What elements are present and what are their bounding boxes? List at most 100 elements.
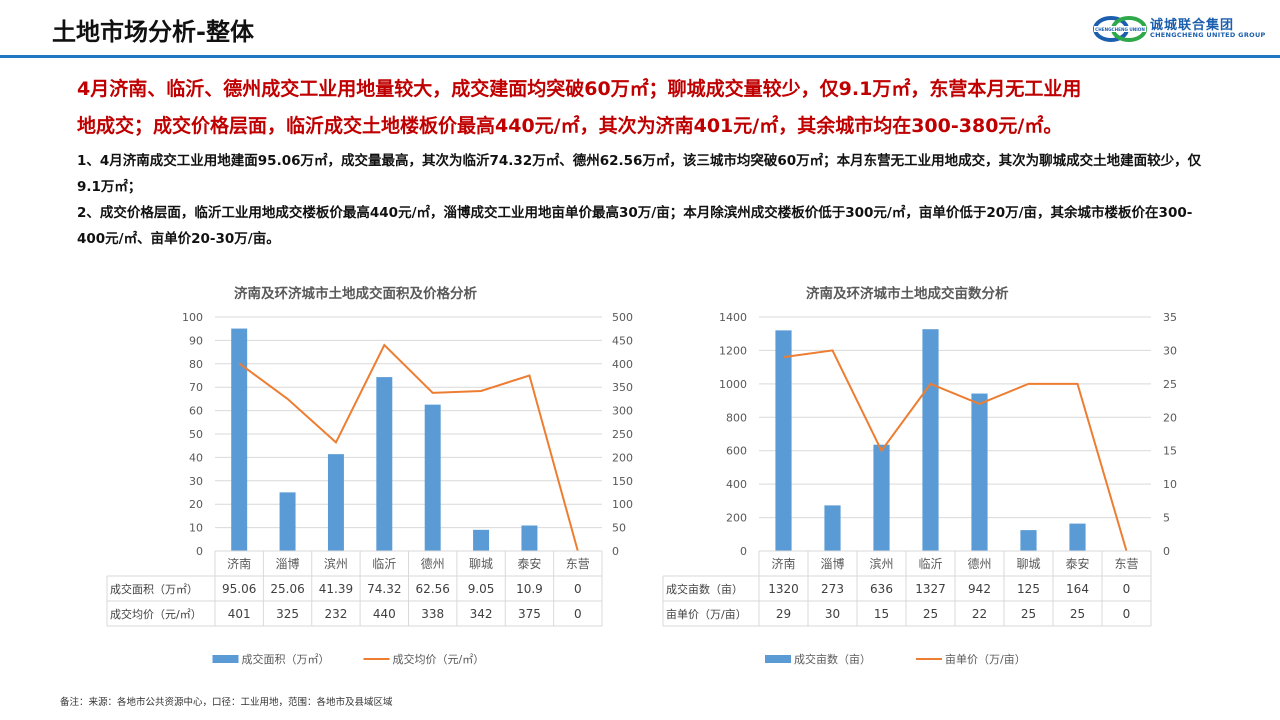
table-cell: 232 (324, 607, 347, 621)
y-right-tick: 35 (1163, 311, 1177, 324)
y-right-tick: 0 (1163, 545, 1170, 558)
chart-title-right: 济南及环济城市土地成交亩数分析 (806, 286, 1009, 302)
y-right-tick: 5 (1163, 512, 1170, 525)
table-cell: 440 (373, 607, 396, 621)
bar (376, 377, 393, 551)
y-left-tick: 20 (189, 498, 203, 511)
y-left-tick: 0 (196, 545, 203, 558)
legend-bar-swatch (212, 655, 239, 663)
chart-title-left: 济南及环济城市土地成交面积及价格分析 (234, 286, 477, 302)
bar (922, 329, 939, 551)
bar (473, 529, 490, 551)
y-left-tick: 1200 (719, 344, 747, 357)
y-left-tick: 200 (726, 512, 747, 525)
logo-text-cn: 诚城联合集团 (1150, 18, 1235, 33)
category-label: 济南 (771, 556, 795, 571)
company-logo: CHENGCHENG UNION 诚城联合集团 CHENGCHENG UNITE… (1092, 14, 1265, 44)
category-label: 滨州 (869, 556, 893, 571)
table-cell: 95.06 (222, 582, 256, 596)
y-left-tick: 90 (189, 334, 203, 347)
table-cell: 22 (972, 607, 987, 621)
y-right-tick: 15 (1163, 445, 1177, 458)
legend-bar-swatch (765, 655, 791, 663)
y-left-tick: 600 (726, 445, 747, 458)
y-right-tick: 25 (1163, 378, 1177, 391)
detail-paragraph-2: 2、成交价格层面，临沂工业用地成交楼板价最高440元/㎡，淄博成交工业用地亩单价… (77, 205, 1193, 247)
table-cell: 375 (518, 607, 541, 621)
bar (279, 492, 296, 551)
y-right-tick: 100 (612, 498, 633, 511)
headline-line-2: 地成交；成交价格层面，临沂成交土地楼板价最高440元/㎡，其次为济南401元/㎡… (77, 115, 1063, 137)
y-right-tick: 450 (612, 334, 633, 347)
y-right-tick: 200 (612, 451, 633, 464)
table-cell: 636 (870, 582, 893, 596)
line-series (783, 349, 1128, 552)
table-cell: 25 (1021, 607, 1036, 621)
y-left-tick: 80 (189, 358, 203, 371)
table-cell: 30 (825, 607, 840, 621)
category-label: 临沂 (372, 557, 396, 571)
category-label: 滨州 (324, 556, 348, 571)
bar (824, 505, 841, 551)
y-left-tick: 10 (189, 522, 203, 535)
table-cell: 62.56 (416, 582, 450, 596)
table-cell: 164 (1066, 582, 1089, 596)
y-right-tick: 250 (612, 428, 633, 441)
table-cell: 1327 (915, 582, 946, 596)
y-right-tick: 10 (1163, 478, 1177, 491)
y-right-tick: 150 (612, 475, 633, 488)
table-cell: 325 (276, 607, 299, 621)
y-left-tick: 0 (740, 545, 747, 558)
bar (424, 404, 441, 551)
table-cell: 273 (821, 582, 844, 596)
bar (231, 328, 248, 551)
y-left-tick: 800 (726, 411, 747, 424)
table-cell: 342 (470, 607, 493, 621)
y-right-tick: 50 (612, 522, 626, 535)
y-right-tick: 20 (1163, 411, 1177, 424)
row-label: 亩单价（万/亩） (666, 607, 747, 621)
y-left-tick: 100 (182, 311, 203, 324)
category-label: 泰安 (1065, 556, 1089, 571)
table-cell: 0 (574, 582, 582, 596)
table-cell: 25 (1070, 607, 1085, 621)
y-left-tick: 70 (189, 381, 203, 394)
category-label: 德州 (967, 556, 991, 571)
table-cell: 125 (1017, 582, 1040, 596)
y-left-tick: 400 (726, 478, 747, 491)
y-left-tick: 1000 (719, 378, 747, 391)
y-right-tick: 400 (612, 358, 633, 371)
y-right-tick: 300 (612, 405, 633, 418)
table-cell: 338 (421, 607, 444, 621)
headline: 4月济南、临沂、德州成交工业用地量较大，成交建面均突破60万㎡；聊城成交量较少，… (77, 71, 1217, 145)
legend-line-label: 亩单价（万/亩） (945, 652, 1026, 666)
y-left-tick: 60 (189, 405, 203, 418)
headline-line-1: 4月济南、临沂、德州成交工业用地量较大，成交建面均突破60万㎡；聊城成交量较少，… (77, 78, 1082, 100)
row-label: 成交均价（元/㎡） (110, 607, 202, 621)
category-label: 淄博 (820, 556, 844, 571)
table-cell: 29 (776, 607, 791, 621)
table-cell: 41.39 (319, 582, 353, 596)
legend-bar-label: 成交面积（万㎡） (242, 652, 330, 666)
bar (971, 393, 988, 551)
bar (327, 454, 344, 551)
table-cell: 25.06 (270, 582, 304, 596)
table-cell: 15 (874, 607, 889, 621)
table-cell: 10.9 (516, 582, 543, 596)
category-label: 东营 (566, 557, 590, 571)
table-cell: 401 (228, 607, 251, 621)
y-left-tick: 1400 (719, 311, 747, 324)
row-label: 成交亩数（亩） (666, 582, 743, 596)
bar (1020, 530, 1037, 551)
title-rule (0, 55, 1280, 58)
bar (521, 525, 538, 551)
page-title: 土地市场分析-整体 (52, 18, 254, 46)
y-left-tick: 50 (189, 428, 203, 441)
category-label: 聊城 (1016, 557, 1040, 571)
bar (873, 444, 890, 551)
table-cell: 0 (1123, 607, 1131, 621)
y-right-tick: 500 (612, 311, 633, 324)
y-left-tick: 30 (189, 475, 203, 488)
